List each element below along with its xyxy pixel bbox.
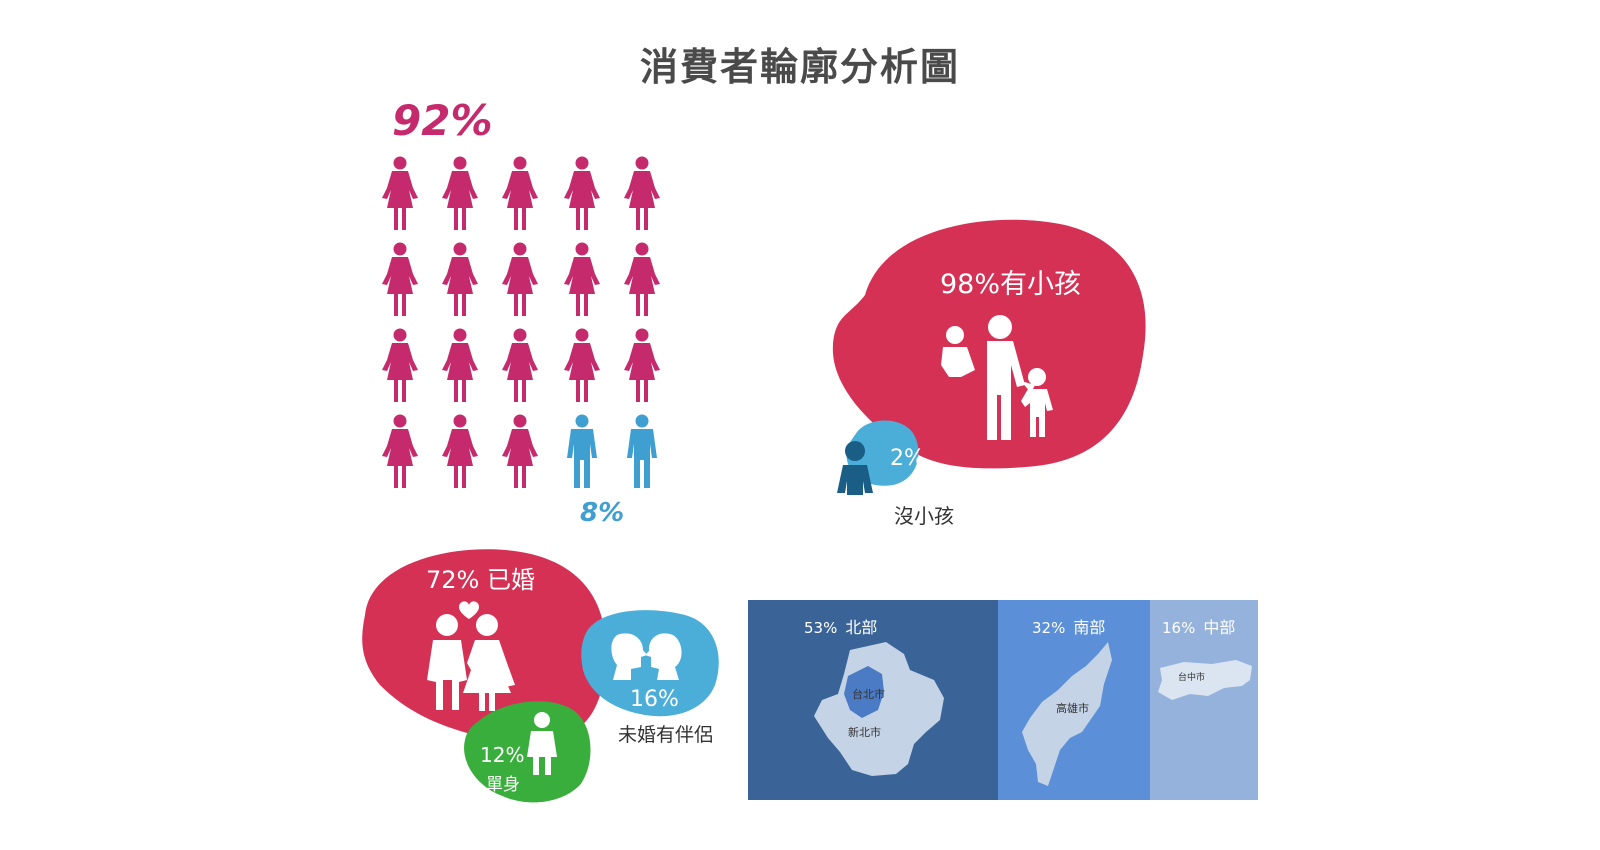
region-central-pct: 16% [1162, 619, 1196, 637]
female-person-icon [562, 328, 602, 404]
female-person-icon [380, 156, 420, 232]
single-person-icon [527, 712, 557, 775]
female-person-icon [622, 156, 662, 232]
region-north-name: 北部 [845, 618, 878, 637]
no-kids-pct: 2% [890, 446, 925, 471]
male-person-icon [622, 414, 662, 490]
central-map-shape [1158, 660, 1252, 700]
female-person-icon [440, 156, 480, 232]
female-person-icon [562, 242, 602, 318]
female-person-icon [440, 414, 480, 490]
south-map-shape [1022, 642, 1112, 786]
children-section [832, 219, 1146, 495]
female-percentage: 92% [392, 96, 493, 145]
female-person-icon [380, 328, 420, 404]
city-kaohsiung: 高雄市 [1056, 702, 1089, 715]
no-kids-label: 沒小孩 [894, 504, 954, 528]
male-percentage: 8% [580, 498, 625, 528]
region-north-pct: 53% [804, 619, 838, 637]
married-label: 72% 已婚 [426, 566, 535, 594]
city-taichung: 台中市 [1178, 673, 1206, 683]
female-person-icon [500, 156, 540, 232]
female-person-icon [500, 328, 540, 404]
male-person-icon [562, 414, 602, 490]
region-south: 32% 南部 高雄市 [998, 600, 1150, 800]
city-new-taipei: 新北市 [848, 726, 881, 739]
child-silhouette-icon [837, 441, 873, 495]
city-taipei: 台北市 [852, 688, 885, 701]
female-person-icon [500, 242, 540, 318]
female-person-icon [380, 414, 420, 490]
region-south-pct: 32% [1032, 619, 1066, 637]
single-blob [464, 701, 591, 803]
region-south-name: 南部 [1073, 618, 1106, 637]
female-person-icon [440, 328, 480, 404]
region-central-name: 中部 [1203, 618, 1236, 637]
region-map-panel: 53% 北部 台北市 新北市 32% 南部 高雄市 16% 中部 台中市 [748, 600, 1258, 800]
female-person-icon [380, 242, 420, 318]
partner-pct: 16% [630, 687, 679, 712]
north-map-shape [814, 642, 944, 776]
region-central: 16% 中部 台中市 [1150, 600, 1258, 800]
marital-section [362, 549, 719, 803]
single-pct: 12% [480, 743, 525, 767]
wedding-couple-icon [427, 601, 515, 711]
female-person-icon [622, 242, 662, 318]
female-person-icon [440, 242, 480, 318]
female-person-icon [562, 156, 602, 232]
region-north: 53% 北部 台北市 新北市 [748, 600, 998, 800]
single-label: 單身 [486, 775, 520, 795]
parent-with-children-icon [941, 315, 1053, 440]
with-kids-label: 98%有小孩 [940, 269, 1082, 300]
page-title: 消費者輪廓分析圖 [639, 45, 960, 89]
kissing-couple-icon [611, 633, 682, 680]
partner-label: 未婚有伴侶 [618, 724, 714, 746]
female-person-icon [500, 414, 540, 490]
female-person-icon [622, 328, 662, 404]
